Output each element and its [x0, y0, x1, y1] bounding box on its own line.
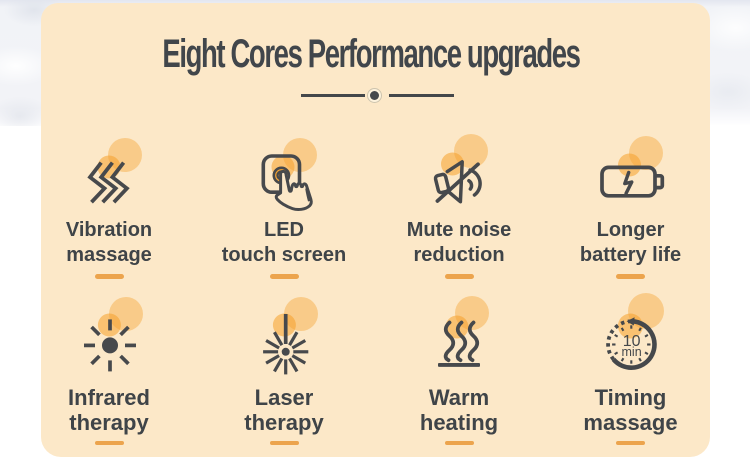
svg-text:10: 10 — [622, 333, 640, 350]
svg-text:min: min — [621, 345, 641, 359]
